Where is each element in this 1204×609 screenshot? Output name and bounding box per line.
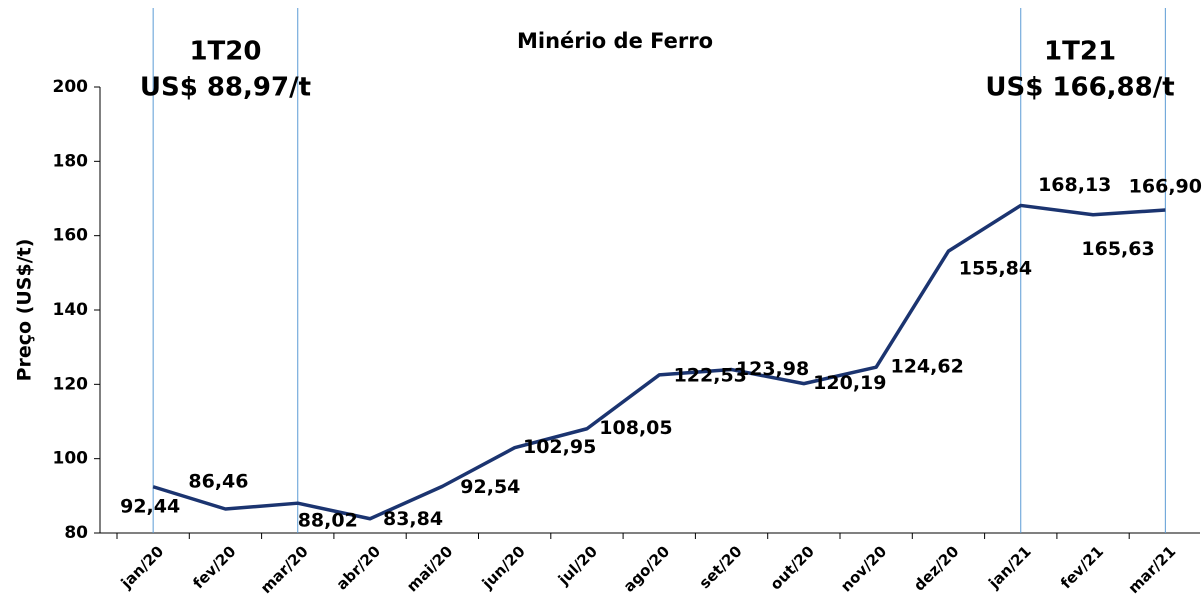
data-line [152,203,1166,521]
x-tick-label: fev/20 [189,542,239,592]
x-tick-label: jun/20 [478,542,529,593]
x-tick-label: mai/20 [403,542,456,595]
x-tick-label: fev/21 [1057,542,1107,592]
data-label: 92,54 [460,476,520,498]
annotation-sublabel: US$ 88,97/t [140,73,311,103]
x-tick-label: nov/20 [837,542,890,595]
x-tick-label: abr/20 [333,542,384,593]
data-label: 166,90 [1129,176,1202,198]
y-tick-label: 160 [53,226,89,246]
data-label: 102,95 [523,436,596,458]
x-tick-label: ago/20 [620,542,673,595]
data-label: 86,46 [188,470,248,492]
data-label: 122,53 [674,364,747,386]
x-tick-label: jan/20 [117,542,167,592]
annotation-sublabel: US$ 166,88/t [985,73,1174,103]
x-tick-label: jan/21 [984,542,1034,592]
x-tick-label: dez/20 [910,542,962,594]
y-tick-label: 140 [53,300,89,320]
data-label: 168,13 [1038,174,1111,196]
x-tick-label: mar/20 [257,542,312,597]
data-label: 88,02 [298,510,358,532]
annotation-label: 1T21 [1044,37,1116,67]
data-label: 83,84 [383,508,443,530]
x-tick-label: set/20 [696,542,746,592]
y-axis-label: Preço (US$/t) [14,239,36,382]
x-tick-label: jul/20 [554,542,601,589]
data-label: 123,98 [736,358,809,380]
data-label: 124,62 [890,356,963,378]
chart-title: Minério de Ferro [517,29,713,53]
data-label: 92,44 [120,495,180,517]
y-tick-label: 180 [53,151,89,171]
annotation-label: 1T20 [189,37,261,67]
x-tick-label: mar/21 [1125,542,1180,597]
data-label: 120,19 [813,372,886,394]
y-tick-label: 120 [53,374,89,394]
y-tick-label: 200 [53,77,89,97]
y-tick-label: 80 [64,523,88,543]
data-label: 165,63 [1081,238,1154,260]
y-tick-label: 100 [53,449,89,469]
x-tick-label: out/20 [767,542,818,593]
data-label: 108,05 [599,417,672,439]
data-label: 155,84 [959,258,1032,280]
